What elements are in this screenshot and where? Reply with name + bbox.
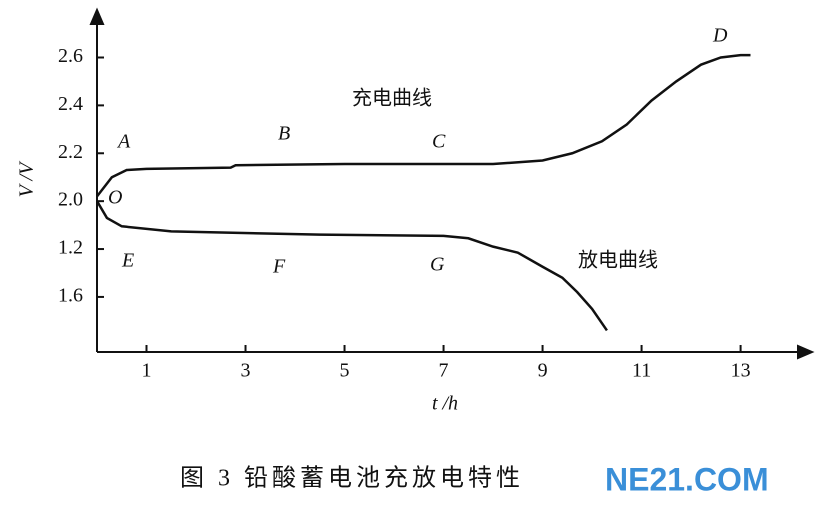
annotation: D <box>712 25 728 47</box>
curve <box>95 200 608 332</box>
annotation: O <box>108 187 122 209</box>
annotation: F <box>272 256 286 278</box>
caption: 图 3 铅酸蓄电池充放电特性 <box>180 465 524 492</box>
x-tick-label: 7 <box>439 360 449 382</box>
y-tick-label: 1.2 <box>58 237 83 259</box>
annotation: A <box>116 131 131 153</box>
series-label: 充电曲线 <box>352 87 432 110</box>
x-arrow <box>797 344 815 360</box>
watermark: NE21.COM <box>605 461 769 497</box>
x-tick-label: 9 <box>538 360 548 382</box>
annotation: E <box>121 250 134 272</box>
y-tick-label: 1.6 <box>58 285 83 307</box>
x-tick-label: 1 <box>142 360 152 382</box>
annotation: G <box>430 254 445 276</box>
series-label: 放电曲线 <box>578 249 658 272</box>
x-tick-label: 11 <box>632 360 651 382</box>
axes <box>89 7 815 360</box>
annotation: B <box>278 123 290 145</box>
x-tick-label: 13 <box>731 360 751 382</box>
y-tick-label: 2.6 <box>58 45 83 67</box>
y-tick-label: 2.4 <box>58 93 83 115</box>
curve <box>96 53 751 198</box>
x-tick-label: 3 <box>241 360 251 382</box>
x-axis-label: t /h <box>432 393 458 415</box>
annotation: C <box>432 131 446 153</box>
y-tick-label: 2.0 <box>58 189 83 211</box>
y-axis-label: V /V <box>16 160 38 197</box>
x-tick-label: 5 <box>340 360 350 382</box>
y-tick-label: 2.2 <box>58 141 83 163</box>
y-arrow <box>89 7 105 25</box>
